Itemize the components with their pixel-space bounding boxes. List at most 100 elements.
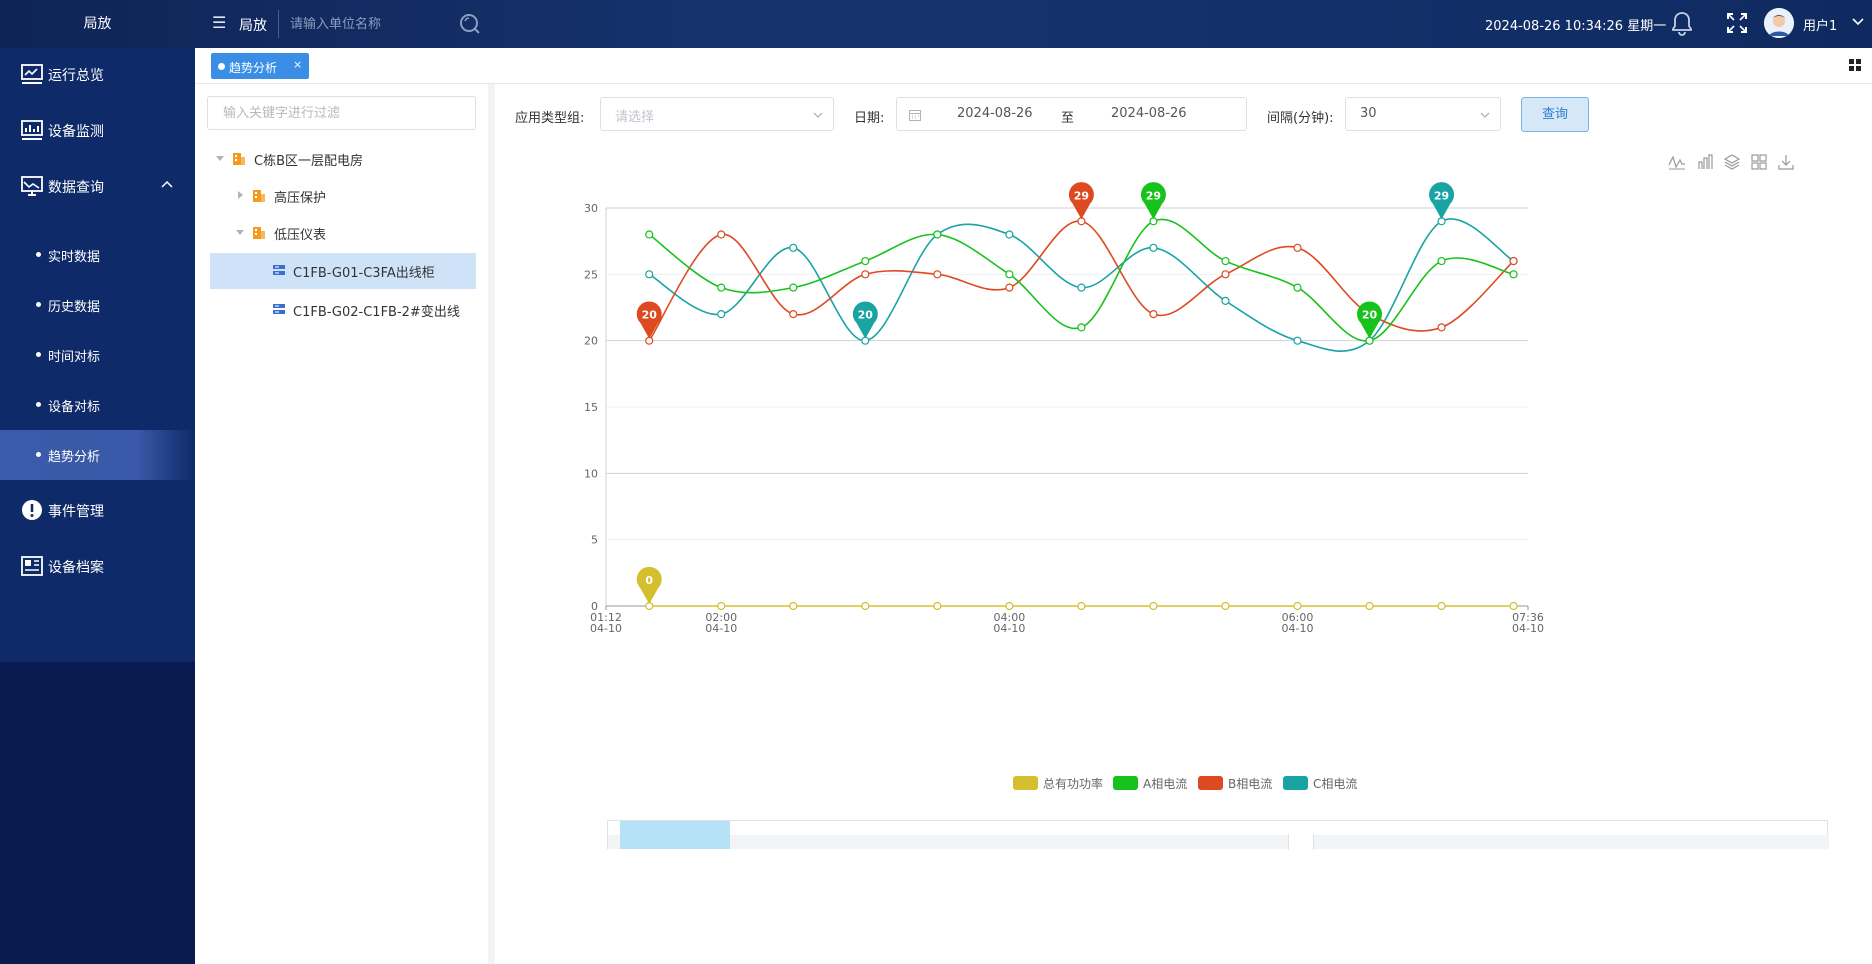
data-point <box>789 243 798 252</box>
x-tick-label: 02:00 <box>705 611 737 624</box>
monitor-chart-icon <box>21 64 43 84</box>
monitor-bars-icon <box>21 120 43 140</box>
data-point <box>1509 270 1518 279</box>
bell-icon[interactable] <box>1670 11 1694 37</box>
legend-swatch <box>1113 776 1138 790</box>
data-marker-pin: 29 <box>1429 182 1455 220</box>
pin-shape <box>1429 182 1455 220</box>
app-type-select-value: 请选择 <box>615 110 655 125</box>
tree-node-device-g01[interactable]: C1FB-G01-C3FA出线柜 <box>210 253 476 289</box>
legend-label: B相电流 <box>1228 777 1273 791</box>
sidebar-item-overview[interactable]: 运行总览 <box>0 48 195 100</box>
legend-label: 总有功功率 <box>1043 777 1104 791</box>
tree-node-label: 低压仪表 <box>274 228 327 243</box>
caret-right-icon[interactable] <box>236 191 244 199</box>
tab-trend-analysis[interactable]: 趋势分析 × <box>211 53 309 79</box>
archive-icon <box>21 556 43 576</box>
date-start-input[interactable]: 2024-08-26 <box>957 106 1033 121</box>
username[interactable]: 用户1 <box>1803 19 1838 34</box>
y-tick-label: 30 <box>584 202 598 215</box>
sidebar-subitem-label: 设备对标 <box>48 400 101 415</box>
line-chart-icon[interactable] <box>1668 153 1686 171</box>
tree-filter-input[interactable] <box>207 96 476 130</box>
x-tick-date-label: 04-10 <box>1512 622 1544 635</box>
data-point <box>1221 256 1230 266</box>
y-tick-label: 10 <box>584 467 598 480</box>
sidebar-item-archive[interactable]: 设备档案 <box>0 540 195 592</box>
menu-toggle-icon[interactable]: ☰ <box>212 13 227 32</box>
app-type-label: 应用类型组: <box>515 111 585 126</box>
data-point <box>1293 601 1302 611</box>
y-tick-label: 15 <box>584 401 598 414</box>
download-icon[interactable] <box>1777 153 1795 171</box>
sidebar-item-monitoring[interactable]: 设备监测 <box>0 104 195 156</box>
x-tick-date-label: 04-10 <box>993 622 1025 635</box>
pin-value-label: 20 <box>858 309 874 322</box>
tree-node-low-voltage[interactable]: 低压仪表 <box>210 215 476 251</box>
query-button[interactable]: 查询 <box>1521 97 1589 132</box>
avatar[interactable] <box>1764 8 1794 38</box>
data-marker-pin: 20 <box>1357 301 1383 339</box>
chevron-down-icon[interactable] <box>1851 14 1865 28</box>
data-point <box>789 601 798 611</box>
data-point <box>1293 243 1302 252</box>
fullscreen-icon[interactable] <box>1726 12 1748 34</box>
zoom-handle[interactable] <box>620 821 730 849</box>
pin-value-label: 20 <box>1362 309 1378 322</box>
data-point <box>789 283 798 292</box>
chevron-up-icon[interactable] <box>160 178 174 192</box>
unit-search-input[interactable] <box>290 14 460 34</box>
sidebar-item-data-query[interactable]: 数据查询 <box>0 160 195 212</box>
interval-label: 间隔(分钟): <box>1267 111 1334 126</box>
tiled-icon[interactable] <box>1750 153 1768 171</box>
data-point <box>717 283 726 292</box>
divider <box>278 10 279 38</box>
sidebar-subitem-device-benchmark[interactable]: 设备对标 <box>0 380 195 430</box>
y-tick-label: 5 <box>591 534 598 547</box>
data-point <box>1149 243 1158 252</box>
data-point <box>1437 323 1446 332</box>
close-icon[interactable]: × <box>293 58 303 71</box>
menu-toggle-label[interactable]: 局放 <box>239 18 267 34</box>
data-point <box>1005 230 1014 239</box>
tree-node-high-voltage[interactable]: 高压保护 <box>210 178 476 214</box>
pin-value-label: 29 <box>1074 189 1089 202</box>
server-icon <box>273 265 285 275</box>
date-separator: 至 <box>1061 111 1075 126</box>
tree-node-device-g02[interactable]: C1FB-G02-C1FB-2#变出线 <box>210 292 476 328</box>
sidebar-subitem-time-benchmark[interactable]: 时间对标 <box>0 330 195 380</box>
tree-node-room[interactable]: C栋B区一层配电房 <box>210 141 476 177</box>
bullet <box>36 302 41 307</box>
data-marker-pin: 20 <box>852 301 878 339</box>
x-tick-label: 07:36 <box>1512 611 1544 624</box>
app-type-select[interactable]: 请选择 <box>600 97 834 131</box>
caret-down-icon[interactable] <box>236 228 244 236</box>
interval-select[interactable]: 30 <box>1345 97 1501 131</box>
x-tick-label: 06:00 <box>1282 611 1314 624</box>
grid-menu-icon[interactable] <box>1849 59 1861 71</box>
data-point <box>1005 601 1014 611</box>
search-icon[interactable] <box>458 12 482 36</box>
sidebar-item-events[interactable]: 事件管理 <box>0 484 195 536</box>
pin-shape <box>1068 182 1094 220</box>
tree-node-label: C1FB-G02-C1FB-2#变出线 <box>293 305 460 320</box>
trend-chart[interactable]: 05101520253001:1204-1002:0004-1004:0004-… <box>575 170 1835 760</box>
date-range-picker[interactable]: 2024-08-26 至 2024-08-26 <box>896 97 1247 131</box>
data-zoom-slider[interactable] <box>607 820 1829 850</box>
top-bar: 局放 ☰ 局放 2024-08-26 10:34:26 星期一 用户1 <box>0 0 1872 48</box>
zoom-gap <box>1288 834 1314 850</box>
stack-icon[interactable] <box>1723 153 1741 171</box>
legend-swatch <box>1013 776 1038 790</box>
date-end-input[interactable]: 2024-08-26 <box>1111 106 1187 121</box>
y-tick-label: 20 <box>584 335 598 348</box>
legend-swatch <box>1198 776 1223 790</box>
data-point <box>717 230 726 239</box>
sidebar-subitem-realtime-data[interactable]: 实时数据 <box>0 230 195 280</box>
x-tick-label: 04:00 <box>994 611 1026 624</box>
sidebar-subitem-history-data[interactable]: 历史数据 <box>0 280 195 330</box>
caret-down-icon[interactable] <box>216 154 224 162</box>
legend-label: A相电流 <box>1143 777 1188 791</box>
bar-chart-icon[interactable] <box>1696 153 1714 171</box>
sidebar-subitem-trend-analysis[interactable]: 趋势分析 <box>0 430 195 480</box>
data-point <box>861 601 870 611</box>
